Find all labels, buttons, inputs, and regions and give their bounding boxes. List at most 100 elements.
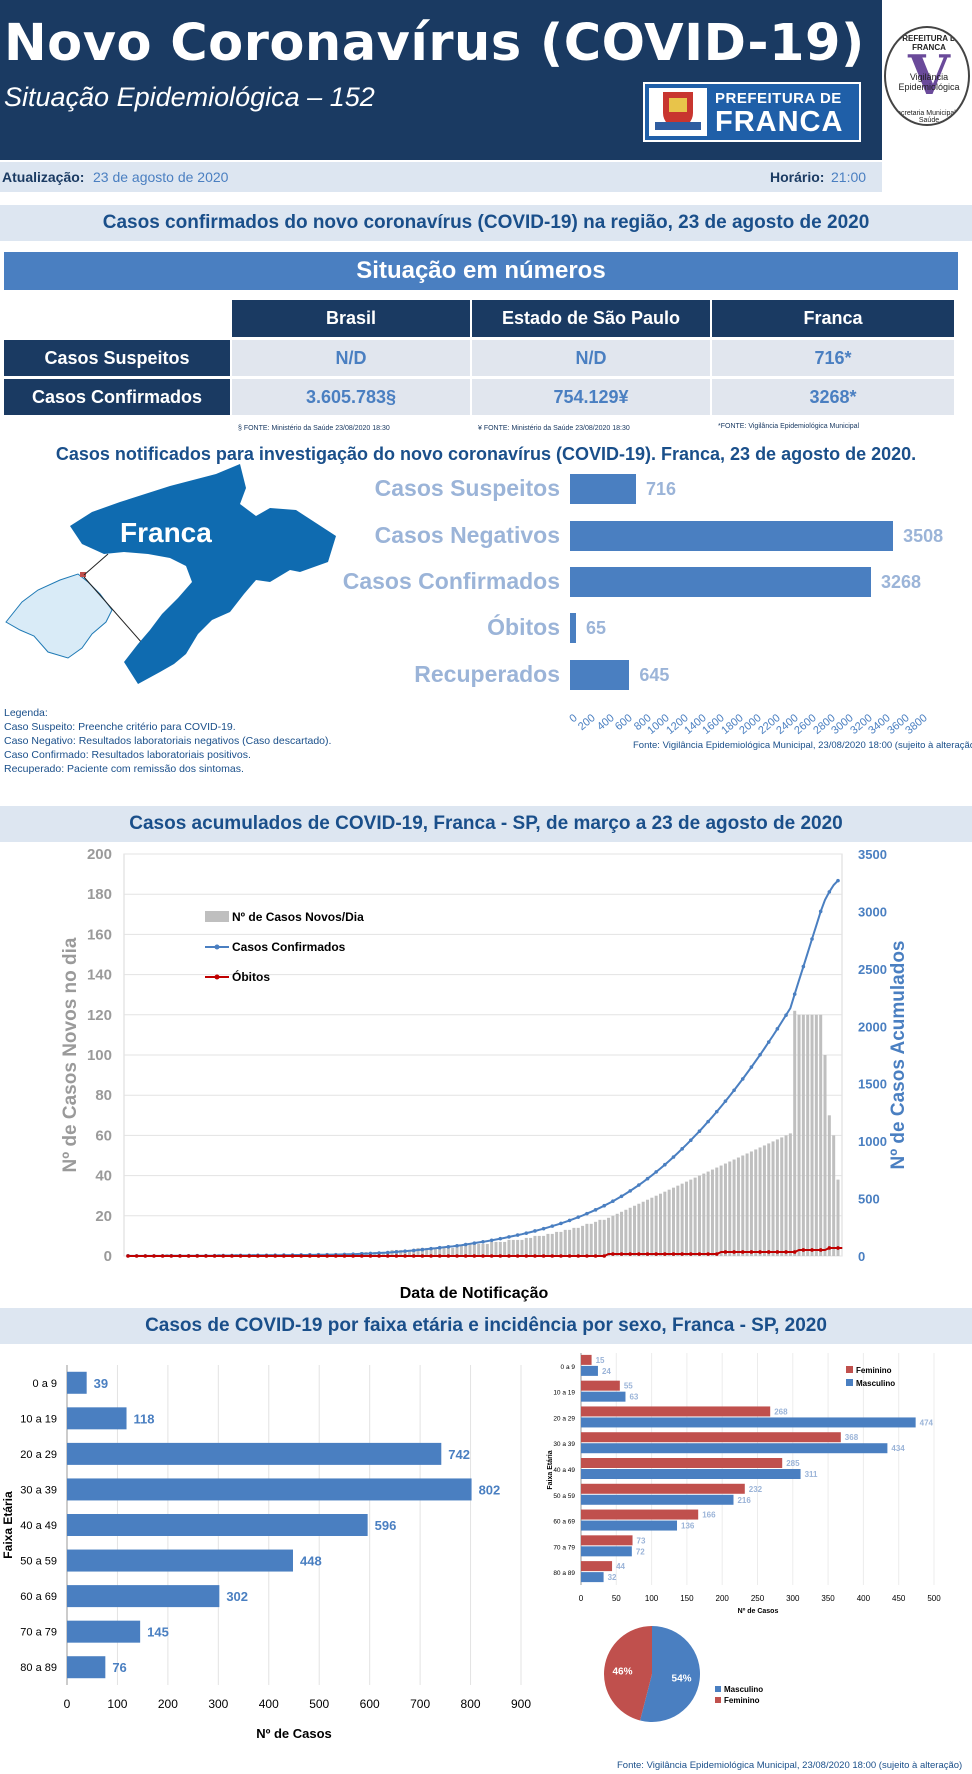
- deaths-line: [128, 1247, 843, 1257]
- x-tick-label: 200: [716, 1594, 730, 1603]
- table-cell: 754.129¥: [472, 379, 710, 415]
- y-axis-title: Nº de Casos Novos no dia: [60, 937, 81, 1172]
- deaths-point: [186, 1254, 191, 1258]
- daily-bar: [823, 1055, 827, 1256]
- y-tick-label: 120: [87, 1007, 112, 1024]
- deaths-point: [680, 1252, 684, 1256]
- bar: [581, 1561, 613, 1572]
- legend-line: Caso Suspeito: Preenche critério para CO…: [4, 721, 236, 733]
- x-tick-label: 500: [309, 1697, 329, 1711]
- deaths-point: [481, 1254, 485, 1258]
- confirmed-point: [368, 1251, 373, 1256]
- table-footnote: *FONTE: Vigilância Epidemiológica Munici…: [718, 423, 860, 430]
- legend-label: Feminino: [856, 1366, 892, 1375]
- confirmed-point: [714, 1109, 719, 1114]
- deaths-point: [385, 1254, 390, 1258]
- daily-bar: [555, 1231, 559, 1256]
- table-cell: 716*: [712, 340, 954, 376]
- bar: [581, 1572, 604, 1583]
- deaths-point: [792, 1250, 797, 1254]
- bar: [581, 1391, 626, 1402]
- daily-bar: [741, 1155, 745, 1256]
- deaths-point: [134, 1254, 139, 1258]
- daily-bar: [628, 1207, 632, 1256]
- update-time-label: Horário:: [770, 169, 825, 185]
- x-tick-label: 250: [751, 1594, 765, 1603]
- bar-value: 136: [681, 1522, 695, 1531]
- confirmed-point: [628, 1189, 632, 1193]
- bar-value: 434: [891, 1444, 905, 1453]
- daily-bar: [446, 1247, 450, 1256]
- daily-bar: [736, 1157, 740, 1256]
- y-tick-label: 60 a 69: [20, 1591, 57, 1603]
- daily-bar: [438, 1247, 442, 1256]
- daily-bar: [464, 1243, 468, 1256]
- cumulative-chart: 0204060801001201401601802000500100015002…: [60, 846, 909, 1302]
- daily-bar: [520, 1239, 524, 1256]
- daily-bar: [689, 1179, 693, 1256]
- update-bar: Atualização: 23 de agosto de 2020 Horári…: [0, 162, 882, 192]
- confirmed-point: [420, 1247, 425, 1252]
- daily-bar: [568, 1229, 572, 1256]
- vigilancia-seal: PREFEITURA DE FRANCA V Vigilância Epidem…: [884, 26, 970, 126]
- deaths-point: [611, 1252, 615, 1256]
- daily-bar: [381, 1251, 385, 1256]
- y2-tick-label: 2000: [858, 1019, 887, 1034]
- bar-value: 645: [639, 665, 670, 685]
- deaths-point: [706, 1252, 710, 1256]
- notif-title: Casos notificados para investigação do n…: [55, 444, 917, 464]
- seal-top-text: PREFEITURA DE FRANCA: [896, 34, 962, 52]
- confirmed-point: [385, 1250, 390, 1255]
- daily-bar: [420, 1247, 424, 1256]
- age-chart: 0 100 200 300 400 500 600 700 800 900 0 a 9 39 10 a …: [1, 1365, 531, 1741]
- bar: [581, 1494, 734, 1505]
- deaths-point: [775, 1250, 780, 1254]
- daily-bar: [581, 1225, 585, 1256]
- confirmed-point: [740, 1077, 745, 1081]
- y-tick-label: 0 a 9: [33, 1378, 57, 1390]
- daily-bar: [646, 1199, 650, 1256]
- bar-value: 72: [636, 1547, 645, 1556]
- bar: [570, 613, 576, 643]
- daily-bar: [546, 1233, 550, 1256]
- y2-tick-label: 1500: [858, 1077, 887, 1092]
- deaths-point: [299, 1254, 303, 1258]
- daily-bar: [624, 1209, 628, 1256]
- logo-line-1: PREFEITURA DE: [715, 90, 842, 107]
- daily-bar: [507, 1239, 511, 1256]
- age-source: Fonte: Vigilância Epidemiológica Municip…: [617, 1760, 963, 1771]
- daily-bar: [832, 1135, 836, 1256]
- x-tick-label: 50: [612, 1594, 621, 1603]
- map-connector-line: [83, 576, 151, 653]
- deaths-point: [325, 1254, 329, 1258]
- daily-bar: [425, 1247, 429, 1256]
- confirmed-point: [472, 1241, 477, 1245]
- deaths-point: [316, 1254, 321, 1258]
- daily-bar: [671, 1187, 675, 1256]
- confirmed-point: [489, 1238, 494, 1243]
- daily-bar: [719, 1165, 723, 1256]
- daily-bar: [533, 1235, 537, 1256]
- franca-municipality-shape: [70, 464, 336, 684]
- bar: [581, 1520, 678, 1531]
- daily-bar: [468, 1243, 472, 1256]
- legend-swatch: [715, 1686, 721, 1692]
- legend-marker: [214, 944, 220, 950]
- deaths-point: [524, 1254, 529, 1258]
- confirmed-point: [663, 1162, 667, 1167]
- deaths-point: [264, 1254, 269, 1258]
- deaths-point: [515, 1254, 520, 1258]
- confirmed-point: [697, 1129, 702, 1133]
- notif-source: Fonte: Vigilância Epidemiológica Municip…: [633, 740, 972, 751]
- daily-bar: [485, 1243, 489, 1256]
- deaths-point: [498, 1254, 503, 1258]
- daily-bar: [819, 1014, 823, 1256]
- daily-bar: [620, 1211, 624, 1256]
- col-header: Franca: [712, 300, 954, 337]
- x-tick-label: 400: [857, 1594, 871, 1603]
- y-tick-label: 40 a 49: [553, 1467, 575, 1474]
- bar-value: 302: [226, 1589, 248, 1604]
- bar: [581, 1483, 745, 1494]
- x-tick-label: 800: [461, 1697, 481, 1711]
- deaths-point: [472, 1254, 477, 1258]
